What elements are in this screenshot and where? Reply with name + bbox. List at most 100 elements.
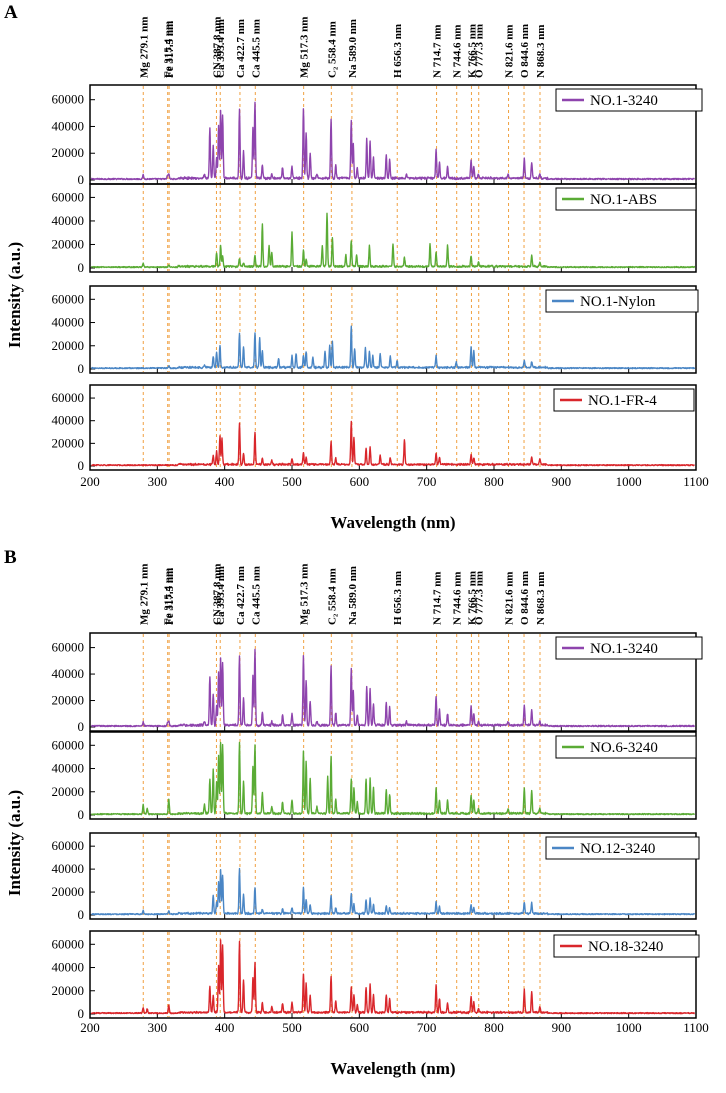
subplot-no-12-3240: 0 20000 40000 60000 NO.12-3240 <box>52 832 700 922</box>
emission-line-label: Ca 422.7 nm <box>235 566 247 625</box>
emission-line-label: O 777.3 nm <box>474 571 486 625</box>
y-tick-label: 0 <box>78 361 85 376</box>
emission-line-label: N 744.6 nm <box>452 572 464 625</box>
y-tick-label: 40000 <box>52 213 85 228</box>
legend-label: NO.18-3240 <box>588 939 663 955</box>
x-tick-label: 1100 <box>683 474 709 489</box>
y-tick-label: 0 <box>78 458 85 473</box>
panel-letter: B <box>4 547 17 568</box>
legend-box <box>555 187 697 211</box>
y-tick-label: 20000 <box>52 884 85 899</box>
y-tick-label: 60000 <box>52 936 85 951</box>
emission-line-label: Fe 317.5 nm <box>164 21 176 78</box>
emission-line-label: C₂ 558.4 nm <box>326 568 338 625</box>
emission-line-label: H 656.3 nm <box>392 24 404 78</box>
y-tick-label: 20000 <box>52 435 85 450</box>
y-tick-label: 40000 <box>52 666 85 681</box>
emission-line-label: Ca 445.5 nm <box>250 566 262 625</box>
x-axis-title: Wavelength (nm) <box>330 1059 455 1078</box>
legend-box <box>555 88 703 112</box>
spectrum-line <box>90 741 696 816</box>
y-axis-title: Intensity (a.u.) <box>5 790 24 896</box>
y-tick-label: 60000 <box>52 390 85 405</box>
emission-line-label: C₂ 558.4 nm <box>326 21 338 78</box>
legend-box <box>555 636 703 660</box>
spectrum-line <box>90 939 695 1015</box>
y-tick-label: 60000 <box>52 291 85 306</box>
x-tick-label: 300 <box>148 474 168 489</box>
plot-frame <box>89 832 697 920</box>
emission-line-label: N 821.6 nm <box>504 25 516 78</box>
y-tick-label: 0 <box>78 172 85 187</box>
emission-line-label: CN 387.8 nm <box>212 17 224 78</box>
y-tick-label: 0 <box>78 260 85 275</box>
spectrum-line <box>90 867 696 916</box>
y-tick-label: 20000 <box>52 145 85 160</box>
emission-line-label: O 844.6 nm <box>519 24 531 78</box>
emission-line-label: O 777.3 nm <box>474 24 486 78</box>
emission-line-label: K 766.5 nm <box>466 24 478 78</box>
x-tick-label: 300 <box>148 1020 168 1035</box>
emission-line-label: Fe 315.4 nm <box>163 568 175 625</box>
plot-frame <box>89 285 697 374</box>
y-tick-label: 60000 <box>52 640 85 655</box>
y-tick-label: 40000 <box>52 960 85 975</box>
emission-line-label: Ca 393.4 nm <box>215 566 227 625</box>
emission-line-label: N 868.3 nm <box>535 572 547 625</box>
y-tick-label: 0 <box>78 719 85 734</box>
y-tick-label: 40000 <box>52 861 85 876</box>
legend-box <box>553 934 700 958</box>
legend-box <box>555 735 697 759</box>
y-tick-label: 20000 <box>52 693 85 708</box>
emission-line-label: K 766.5 nm <box>466 571 478 625</box>
x-tick-label: 1100 <box>683 1020 709 1035</box>
emission-line-label: CN 387.8 nm <box>212 564 224 625</box>
x-tick-label: 700 <box>417 474 437 489</box>
legend-label: NO.12-3240 <box>580 841 655 857</box>
emission-line-label: Ca 422.7 nm <box>235 19 247 78</box>
x-tick-label: 1000 <box>616 474 642 489</box>
spectrum-line <box>90 648 696 728</box>
panel-letter: A <box>4 2 18 23</box>
emission-line-label: Na 589.0 nm <box>347 19 359 78</box>
y-tick-label: 40000 <box>52 118 85 133</box>
y-tick-label: 20000 <box>52 236 85 251</box>
legend-label: NO.1-3240 <box>590 641 658 657</box>
emission-line-label: Mg 279.1 nm <box>138 17 150 78</box>
emission-line-label: Fe 315.4 nm <box>163 21 175 78</box>
legend-label: NO.1-Nylon <box>580 294 656 310</box>
x-tick-label: 700 <box>417 1020 437 1035</box>
plot-frame <box>89 731 697 820</box>
x-axis-title: Wavelength (nm) <box>330 513 455 532</box>
legend-label: NO.1-3240 <box>590 93 658 109</box>
spectrum-line <box>90 325 696 370</box>
emission-line-label: Mg 279.1 nm <box>138 564 150 625</box>
x-tick-label: 400 <box>215 474 235 489</box>
x-tick-label: 400 <box>215 1020 235 1035</box>
plot-frame <box>89 632 697 732</box>
emission-line-label: Mg 517.3 nm <box>299 564 311 625</box>
legend-label: NO.1-ABS <box>590 192 657 208</box>
x-tick-label: 600 <box>350 1020 370 1035</box>
emission-line-label: N 714.7 nm <box>432 25 444 78</box>
plot-frame <box>89 930 697 1019</box>
x-tick-label: 600 <box>350 474 370 489</box>
legend-label: NO.1-FR-4 <box>588 393 657 409</box>
y-tick-label: 20000 <box>52 983 85 998</box>
x-tick-label: 900 <box>552 1020 572 1035</box>
legend-box <box>553 388 695 412</box>
emission-line-label: Ca 445.5 nm <box>250 19 262 78</box>
spectrum-line <box>90 212 696 269</box>
subplot-no-6-3240: 0 20000 40000 60000 NO.6-3240 <box>52 731 697 822</box>
emission-line-label: Ca 393.4 nm <box>215 19 227 78</box>
emission-line-label: O 844.6 nm <box>519 571 531 625</box>
y-tick-label: 0 <box>78 1006 85 1021</box>
y-tick-label: 0 <box>78 907 85 922</box>
emission-line-label: N 821.6 nm <box>504 572 516 625</box>
emission-line-label: N 714.7 nm <box>432 572 444 625</box>
x-tick-label: 800 <box>484 474 504 489</box>
x-tick-label: 900 <box>552 474 572 489</box>
emission-line-label: Fe 317.5 nm <box>164 568 176 625</box>
legend-box <box>545 289 699 313</box>
